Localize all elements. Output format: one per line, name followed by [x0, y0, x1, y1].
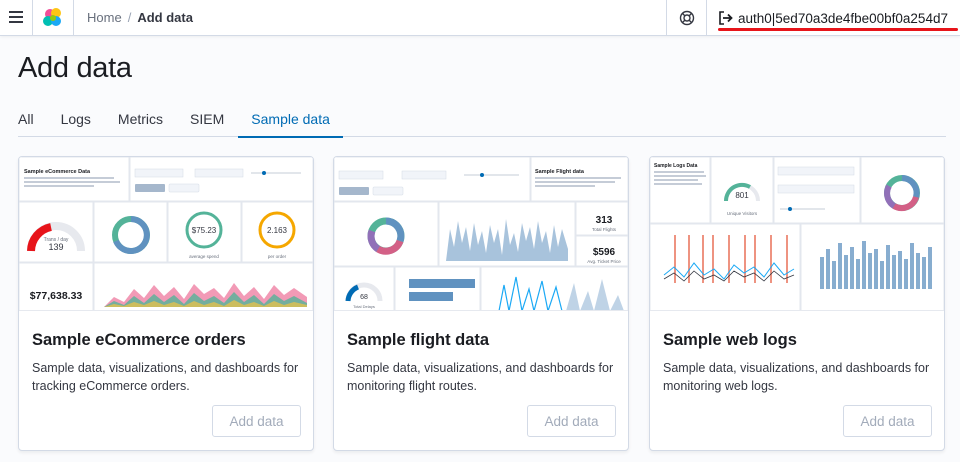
help-lifebuoy-icon[interactable] [679, 10, 695, 26]
sample-card-flights: Sample Flight data 313 Total Flights $59… [333, 156, 629, 451]
flights-dashboard-preview: Sample Flight data 313 Total Flights $59… [334, 157, 628, 311]
preview-gauge-value: 801 [735, 191, 749, 200]
preview-title: Sample Flight data [535, 169, 585, 175]
card-description: Sample data, visualizations, and dashboa… [347, 361, 614, 393]
preview-title: Sample eCommerce Data [24, 169, 91, 175]
user-menu[interactable]: auth0|5ed70a3de4fbe00bf0a254d7 [718, 7, 948, 29]
preview-avg-sales: $75.23 [192, 226, 217, 235]
breadcrumb-home[interactable]: Home [87, 10, 122, 25]
preview-total-flights-label: Total Flights [592, 227, 617, 232]
preview-gauge-value: 139 [48, 242, 63, 252]
tab-metrics[interactable]: Metrics [117, 111, 164, 127]
preview-total-revenue: $77,638.33 [30, 290, 83, 302]
tab-logs[interactable]: Logs [60, 111, 91, 127]
elastic-logo-icon[interactable] [42, 7, 64, 29]
ecommerce-dashboard-preview: Sample eCommerce Data 139 Trans / day $7… [19, 157, 313, 311]
card-description: Sample data, visualizations, and dashboa… [663, 361, 930, 393]
header-divider [706, 0, 707, 36]
preview-gauge-label: Unique Visitors [727, 211, 758, 216]
header-divider [666, 0, 667, 36]
card-title: Sample eCommerce orders [32, 331, 246, 349]
tab-siem[interactable]: SIEM [190, 111, 225, 127]
card-description: Sample data, visualizations, and dashboa… [32, 361, 299, 393]
preview-avg-items-label: per order [268, 254, 287, 259]
top-navigation-bar: Home / Add data auth0|5ed70a3de4fbe00bf0a2… [0, 0, 960, 36]
preview-total-flights: 313 [596, 215, 613, 226]
breadcrumb-current: Add data [137, 10, 193, 25]
tab-all[interactable]: All [18, 111, 34, 127]
header-divider [32, 0, 33, 36]
preview-title: Sample Logs Data [654, 163, 698, 169]
add-data-button[interactable]: Add data [527, 405, 616, 437]
preview-delays: 68 [360, 294, 368, 301]
header-divider [73, 0, 74, 36]
annotation-underline [718, 28, 958, 31]
breadcrumb: Home / Add data [87, 10, 193, 25]
card-title: Sample web logs [663, 331, 797, 349]
web-logs-dashboard-preview: Sample Logs Data 801 Unique Visitors [650, 157, 944, 311]
preview-delays-label: Total Delays [353, 304, 375, 309]
preview-avg-items: 2.163 [267, 226, 288, 235]
page-title: Add data [18, 52, 132, 84]
menu-icon[interactable] [9, 11, 23, 23]
sample-card-ecommerce: Sample eCommerce Data 139 Trans / day $7… [18, 156, 314, 451]
preview-avg-sales-label: average spend [189, 254, 219, 259]
tab-sample-data[interactable]: Sample data [238, 100, 343, 138]
preview-avg-price-label: Avg. Ticket Price [587, 259, 621, 264]
preview-avg-price: $596 [593, 247, 616, 258]
user-name: auth0|5ed70a3de4fbe00bf0a254d7 [738, 10, 948, 26]
breadcrumb-separator: / [127, 10, 132, 25]
preview-gauge-label: Trans / day [44, 237, 69, 243]
sample-card-web-logs: Sample Logs Data 801 Unique Visitors [649, 156, 945, 451]
card-title: Sample flight data [347, 331, 490, 349]
add-data-button[interactable]: Add data [843, 405, 932, 437]
tab-bar: All Logs Metrics SIEM Sample data [18, 100, 946, 138]
logout-icon [719, 11, 733, 25]
add-data-button[interactable]: Add data [212, 405, 301, 437]
